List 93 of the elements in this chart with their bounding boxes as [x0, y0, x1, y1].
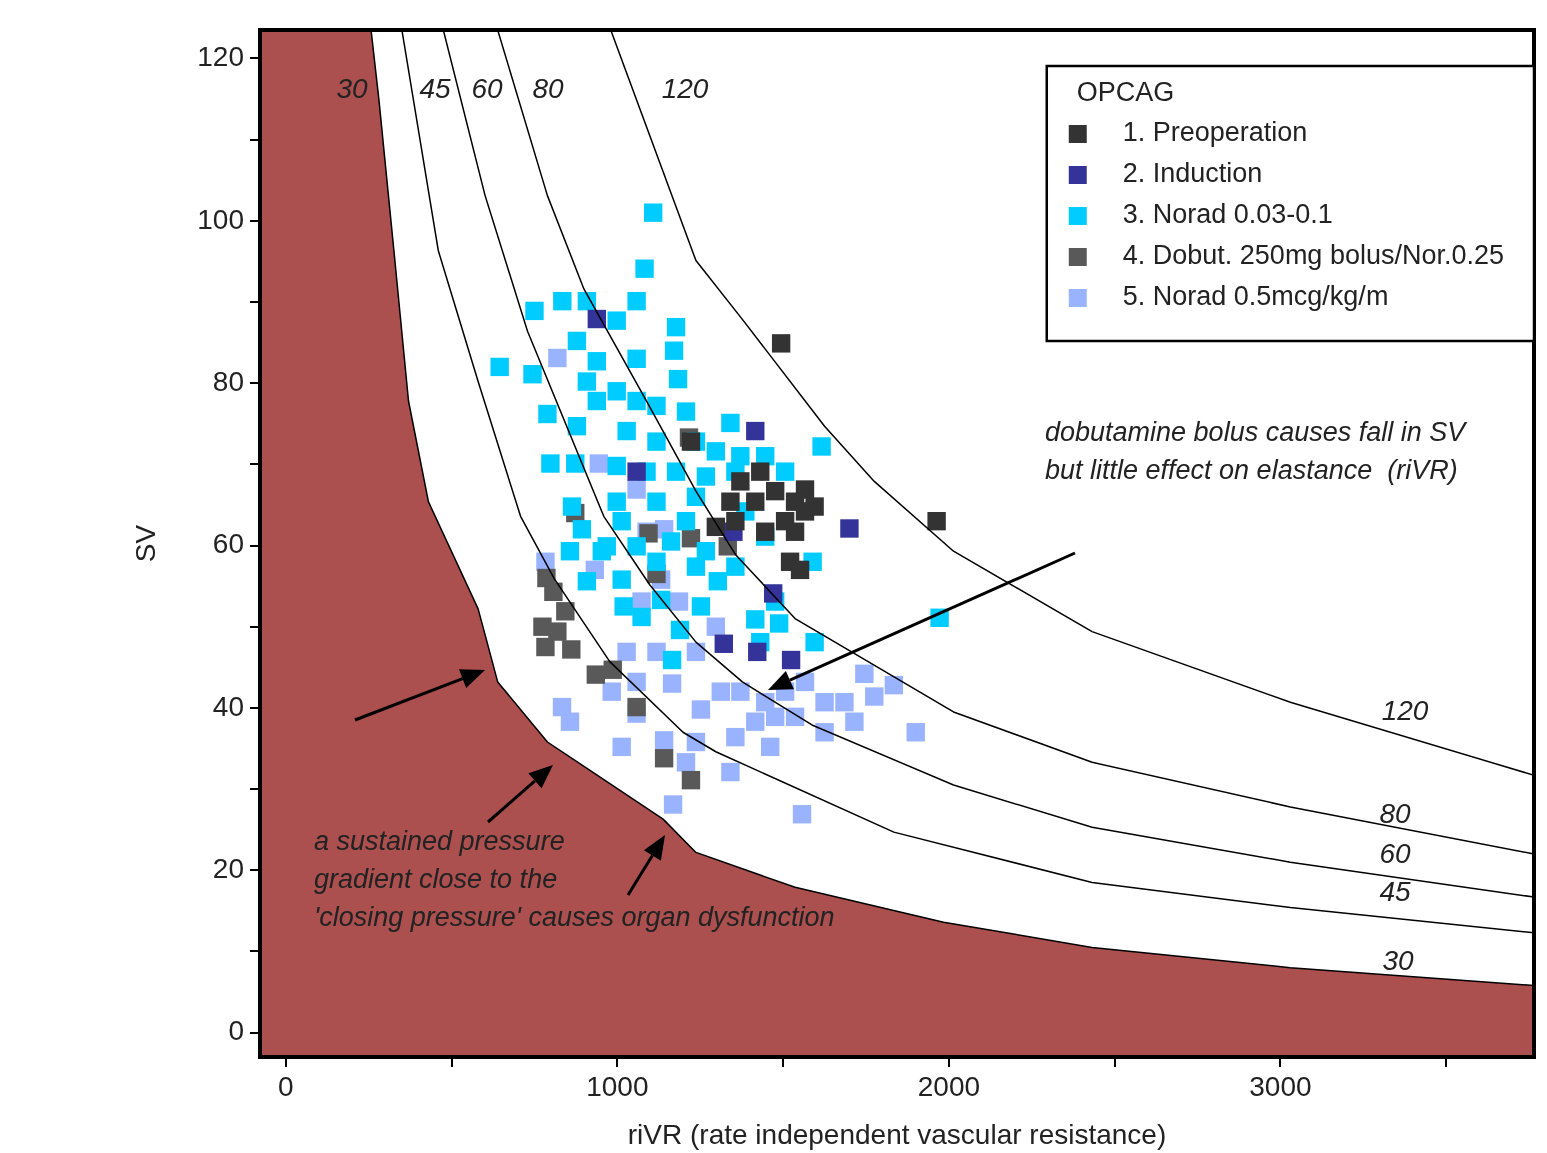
- point: [748, 642, 767, 662]
- point: [927, 511, 946, 531]
- point: [765, 481, 785, 501]
- point: [714, 634, 733, 653]
- point: [602, 682, 621, 701]
- point: [906, 723, 925, 742]
- point: [790, 560, 810, 580]
- point: [556, 602, 575, 621]
- point: [586, 665, 606, 684]
- annotation: 30: [1382, 944, 1414, 976]
- point: [711, 682, 730, 701]
- point: [845, 712, 864, 731]
- y-axis-title: SV: [129, 524, 161, 563]
- point: [765, 707, 785, 727]
- y-tick-label: 20: [212, 852, 244, 884]
- point: [726, 727, 745, 747]
- point: [751, 462, 770, 481]
- point: [781, 650, 801, 670]
- point: [663, 795, 683, 814]
- annotation: a sustained pressure gradient close to the 'closing pressure' causes organ dysfunction: [314, 825, 835, 932]
- point: [544, 582, 563, 601]
- legend-label: 4. Dobut. 250mg bolus/Nor.0.25: [1122, 240, 1505, 271]
- annotation: 60: [471, 72, 503, 104]
- point: [771, 334, 791, 353]
- point: [627, 697, 646, 717]
- x-tick-label: 2000: [917, 1070, 981, 1102]
- point: [612, 737, 631, 757]
- point: [669, 592, 689, 611]
- y-tick-label: 120: [197, 41, 244, 73]
- annotation: 80: [532, 72, 564, 104]
- point: [785, 522, 805, 541]
- point: [746, 712, 765, 731]
- annotation: dobutamine bolus causes fall in SV but little effect on elastance (riVR): [1045, 416, 1469, 485]
- x-tick-label: 0: [278, 1070, 294, 1102]
- y-tick-label: 0: [228, 1015, 244, 1047]
- annotation: 45: [419, 72, 451, 104]
- point: [654, 749, 674, 768]
- point: [746, 421, 765, 441]
- annotation: 120: [661, 72, 709, 104]
- point: [805, 497, 824, 516]
- point: [681, 770, 701, 790]
- point: [746, 492, 765, 511]
- annotation: 45: [1379, 875, 1411, 907]
- point: [627, 480, 646, 499]
- point: [731, 472, 750, 491]
- x-tick-label: 3000: [1249, 1070, 1312, 1102]
- point: [756, 522, 775, 541]
- point: [840, 519, 859, 538]
- point: [815, 693, 834, 712]
- point: [761, 737, 780, 757]
- point: [731, 682, 750, 701]
- point: [726, 511, 745, 531]
- annotation: 60: [1379, 837, 1411, 869]
- x-tick-label: 1000: [586, 1070, 649, 1102]
- point: [647, 642, 666, 662]
- point: [617, 642, 636, 662]
- point: [884, 675, 904, 695]
- y-tick-label: 40: [212, 690, 244, 722]
- annotation: 120: [1381, 694, 1429, 726]
- point: [562, 640, 581, 659]
- point: [552, 697, 572, 717]
- y-tick-label: 100: [197, 203, 244, 235]
- legend-title: OPCAG: [1076, 77, 1175, 108]
- point: [676, 753, 696, 772]
- point: [795, 480, 815, 499]
- point: [706, 617, 726, 636]
- point: [548, 622, 567, 641]
- point: [721, 492, 740, 511]
- point: [681, 432, 701, 451]
- point: [686, 642, 706, 662]
- point: [721, 762, 740, 782]
- annotation: 80: [1379, 797, 1411, 829]
- point: [792, 805, 812, 824]
- legend-label: 5. Norad 0.5mcg/kg/m: [1122, 281, 1389, 312]
- point: [654, 731, 674, 750]
- point: [855, 664, 874, 683]
- annotation: 30: [336, 72, 368, 104]
- y-tick-label: 60: [212, 528, 244, 560]
- point: [627, 672, 646, 692]
- legend-label: 3. Norad 0.03-0.1: [1122, 199, 1333, 230]
- point: [835, 693, 854, 712]
- point: [662, 674, 682, 693]
- legend-label: 1. Preoperation: [1122, 117, 1308, 148]
- y-tick-label: 80: [212, 365, 244, 397]
- x-axis-title: riVR (rate independent vascular resistance): [627, 1118, 1167, 1150]
- point: [536, 637, 555, 657]
- point: [589, 454, 608, 473]
- point: [865, 687, 884, 706]
- legend-label: 2. Induction: [1122, 158, 1263, 189]
- point: [548, 348, 567, 368]
- point: [815, 723, 834, 742]
- point: [691, 700, 711, 719]
- point: [627, 462, 646, 481]
